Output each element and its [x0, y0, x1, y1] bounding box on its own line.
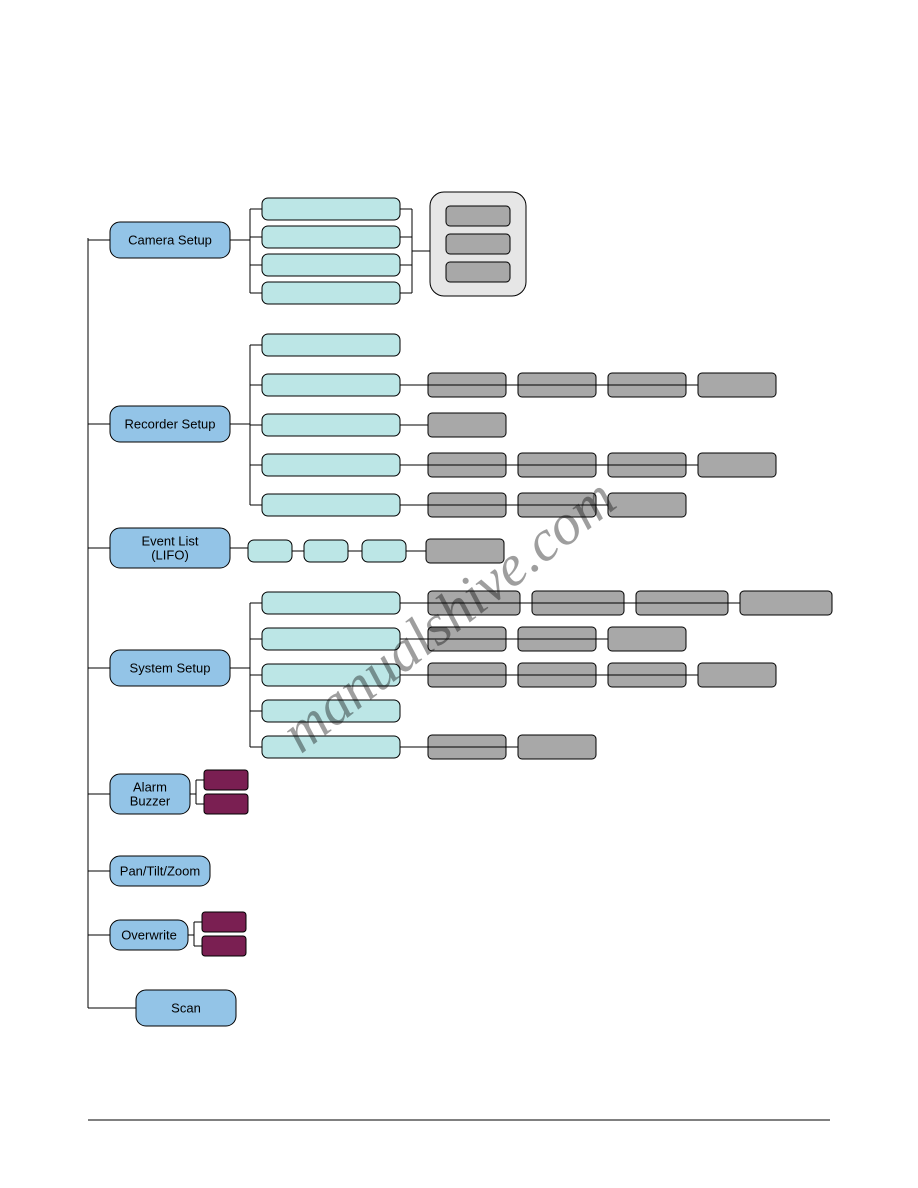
- svg-text:(LIFO): (LIFO): [151, 548, 189, 563]
- svg-text:System Setup: System Setup: [130, 661, 211, 676]
- svg-text:Buzzer: Buzzer: [130, 794, 171, 809]
- svg-text:Scan: Scan: [171, 1001, 201, 1016]
- svg-text:Recorder Setup: Recorder Setup: [124, 417, 215, 432]
- diagram-svg: Camera Setup Recorder Setup Event List(LIF…: [0, 0, 918, 1188]
- svg-text:Pan/Tilt/Zoom: Pan/Tilt/Zoom: [120, 864, 200, 879]
- svg-text:Overwrite: Overwrite: [121, 928, 177, 943]
- svg-text:Event List: Event List: [141, 533, 198, 548]
- svg-text:Camera Setup: Camera Setup: [128, 233, 212, 248]
- svg-text:Alarm: Alarm: [133, 779, 167, 794]
